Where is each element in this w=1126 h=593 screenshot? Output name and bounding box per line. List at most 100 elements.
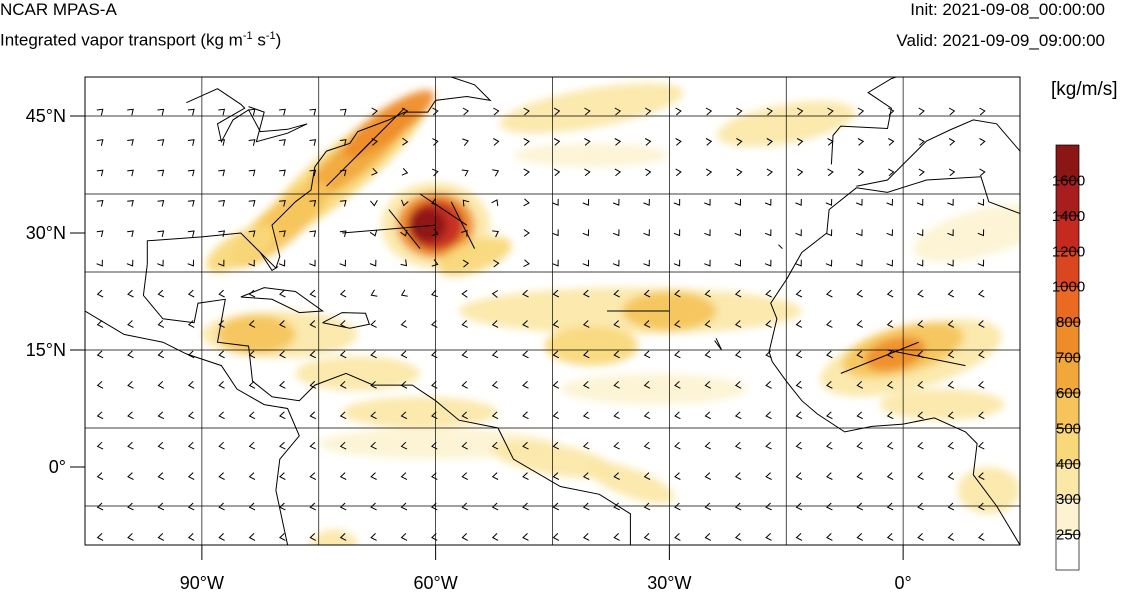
colorbar-label: 1000 bbox=[1052, 279, 1085, 296]
ivt-vector bbox=[977, 229, 985, 237]
ivt-vector bbox=[127, 200, 134, 207]
ivt-vector bbox=[370, 350, 377, 359]
ivt-vector bbox=[157, 139, 165, 146]
ivt-vector bbox=[187, 169, 195, 177]
ivt-vector bbox=[491, 320, 499, 328]
ivt-vector bbox=[461, 533, 468, 541]
ivt-vector bbox=[736, 107, 743, 116]
ivt-vector bbox=[856, 411, 864, 420]
ivt-vector bbox=[947, 350, 955, 359]
ivt-vector bbox=[491, 199, 499, 207]
ivt-vector bbox=[613, 380, 620, 389]
ivt-vector bbox=[704, 533, 712, 541]
ivt-vector bbox=[705, 107, 713, 116]
ivt-vector bbox=[796, 138, 804, 146]
ivt-vector bbox=[613, 350, 620, 359]
ivt-vector bbox=[523, 198, 530, 207]
ivt-vector bbox=[157, 289, 165, 298]
colorbar-label: 500 bbox=[1056, 420, 1081, 437]
ivt-vector bbox=[856, 289, 864, 298]
ivt-vector bbox=[522, 533, 529, 541]
ivt-vector bbox=[461, 441, 468, 450]
ivt-vector bbox=[187, 472, 195, 480]
ivt-vector bbox=[674, 380, 681, 389]
ivt-vector bbox=[218, 441, 225, 450]
ivt-vector bbox=[917, 441, 924, 450]
ivt-vector bbox=[187, 502, 195, 511]
ivt-vector bbox=[856, 472, 864, 480]
ivt-vector bbox=[704, 229, 711, 237]
ivt-vector bbox=[643, 380, 651, 389]
colorbar-label: 1400 bbox=[1052, 208, 1085, 225]
ivt-vector bbox=[400, 259, 408, 267]
ivt-vector bbox=[582, 533, 590, 541]
ivt-vector bbox=[612, 229, 620, 237]
colorbar-label: 800 bbox=[1056, 314, 1081, 331]
axis-tick-labels: 90°W 60°W 30°W 0° 0° 15°N 30°N 45°N bbox=[26, 106, 912, 593]
ivt-vector bbox=[643, 198, 650, 206]
ivt-vector bbox=[127, 230, 134, 238]
ivt-vector bbox=[734, 472, 742, 480]
ivt-vector bbox=[704, 502, 712, 511]
ivt-vector bbox=[523, 168, 530, 177]
ivt-vector bbox=[827, 138, 834, 146]
ivt-vector bbox=[248, 380, 256, 389]
ivt-vector bbox=[96, 502, 104, 511]
ivt-vector bbox=[857, 138, 865, 146]
ivt-vector bbox=[217, 259, 225, 267]
ivt-vector bbox=[765, 380, 772, 389]
colorbar-label: 700 bbox=[1056, 350, 1081, 367]
ivt-vector bbox=[916, 198, 924, 206]
ivt-vector bbox=[765, 350, 772, 359]
ivt-vector bbox=[96, 259, 103, 267]
ivt-vector bbox=[734, 320, 742, 328]
ivt-vector bbox=[218, 472, 225, 480]
ivt-vector bbox=[432, 138, 439, 146]
ivt-vector bbox=[461, 380, 468, 389]
ivt-vector bbox=[339, 350, 347, 359]
ivt-vector bbox=[127, 108, 134, 116]
ivt-vector bbox=[279, 320, 286, 328]
ivt-vector bbox=[675, 138, 682, 146]
ivt-vector bbox=[886, 441, 894, 450]
ivt-vector bbox=[279, 230, 286, 238]
init-time: Init: 2021-09-08_00:00:00 bbox=[910, 0, 1105, 19]
ivt-vector bbox=[400, 472, 408, 480]
x-tick-label: 90°W bbox=[180, 573, 224, 593]
ivt-vector bbox=[795, 320, 803, 328]
ivt-vector bbox=[704, 289, 712, 298]
ivt-vector-long bbox=[342, 224, 436, 234]
ivt-vector bbox=[734, 350, 742, 359]
ivt-vector bbox=[492, 169, 500, 177]
ivt-vector bbox=[369, 229, 378, 237]
ivt-vector bbox=[764, 198, 772, 206]
ivt-vector bbox=[612, 198, 620, 206]
ivt-vector bbox=[917, 472, 924, 480]
ivt-vector bbox=[522, 441, 529, 450]
y-tick-label: 0° bbox=[49, 457, 66, 477]
ivt-vector bbox=[279, 411, 286, 420]
ivt-vector bbox=[96, 169, 104, 177]
lat-lon-grid bbox=[85, 77, 1020, 545]
colorbar-swatch bbox=[1055, 144, 1080, 181]
subtitle-exp1: -1 bbox=[242, 30, 253, 42]
ivt-vector bbox=[218, 380, 225, 389]
ivt-vector bbox=[947, 380, 955, 389]
ivt-vector bbox=[886, 472, 894, 480]
ivt-vector bbox=[613, 320, 620, 328]
ivt-vector bbox=[187, 350, 195, 359]
ivt-vector bbox=[614, 168, 622, 177]
ivt-vector bbox=[886, 533, 894, 541]
ivt-vector bbox=[187, 411, 195, 420]
ivt-vector bbox=[916, 229, 924, 237]
ivt-vector bbox=[96, 472, 104, 480]
ivt-vector bbox=[218, 533, 225, 541]
ivt-vector bbox=[248, 533, 256, 541]
ivt-vector bbox=[826, 320, 833, 328]
ivt-vector bbox=[552, 441, 560, 450]
ivt-vector bbox=[126, 259, 134, 267]
axis-ticks bbox=[70, 115, 904, 560]
ivt-vector bbox=[96, 230, 104, 238]
ivt-vector bbox=[187, 108, 195, 116]
